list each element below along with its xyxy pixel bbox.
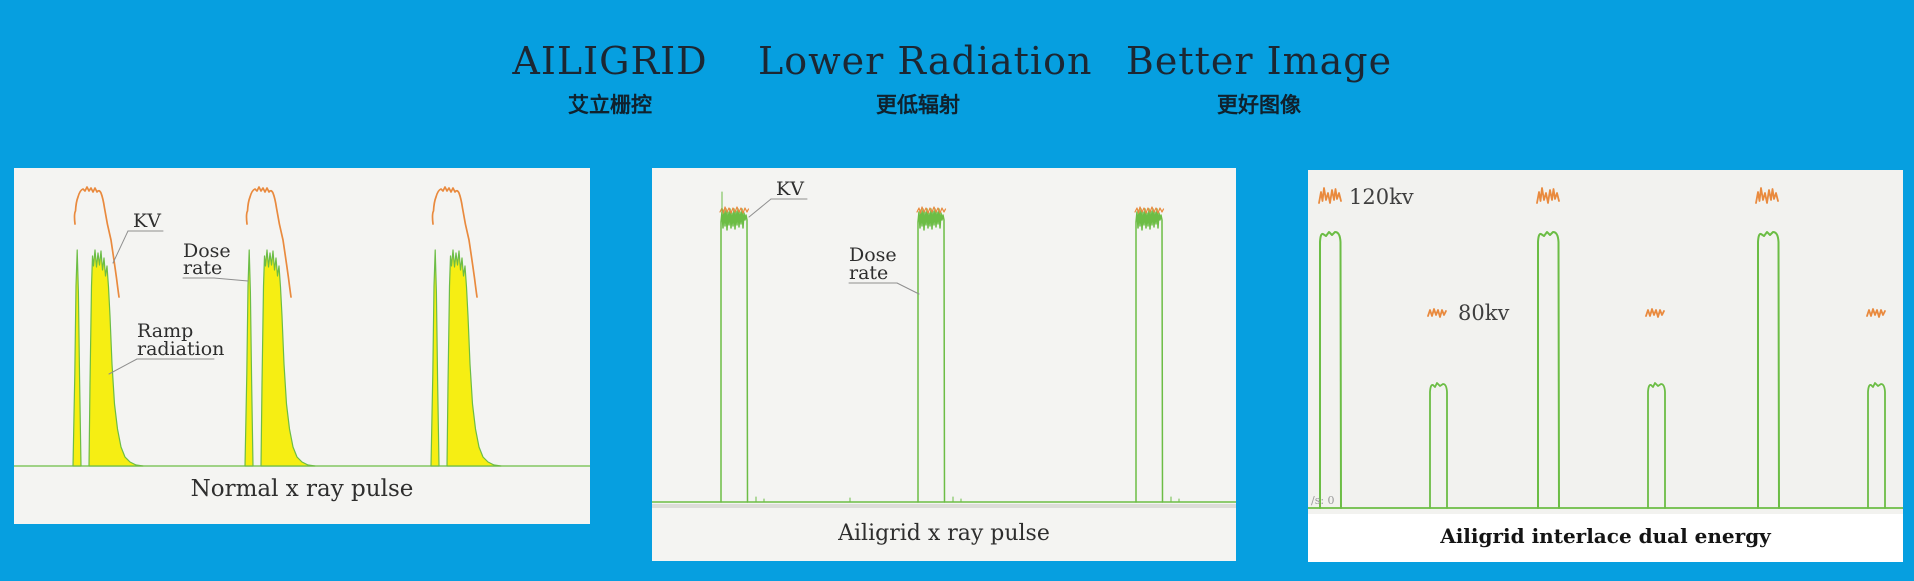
- label-80kv: 80kv: [1458, 301, 1509, 325]
- ramp-radiation-leader-line: [108, 358, 138, 375]
- dose-rate-label-2: rate: [849, 262, 888, 284]
- dose-rate-leader-line: [896, 282, 920, 295]
- pulse-80kv: [1429, 382, 1448, 509]
- header-item-lower-radiation: Lower Radiation 更低辐射: [758, 38, 1093, 117]
- dose-rate-pulse: [1135, 208, 1164, 503]
- ramp-radiation-label: Ramp: [137, 320, 193, 342]
- ramp-radiation-label-2: radiation: [137, 338, 224, 360]
- panel-ailigrid-xray-pulse: KV Dose rate Ailigrid x ray pulse: [652, 168, 1236, 561]
- pulse-120kv: [1757, 231, 1780, 509]
- kv-noise-80kv: [1866, 308, 1886, 318]
- dose-pre-spike: [72, 249, 82, 467]
- title-lower-radiation: Lower Radiation: [758, 39, 1093, 83]
- subtitle-lower-radiation-zh: 更低辐射: [876, 93, 960, 117]
- caption-ailigrid-pulse: Ailigrid x ray pulse: [838, 521, 1050, 546]
- pulse-120kv: [1537, 231, 1560, 509]
- kv-ripple-cap: [916, 206, 947, 214]
- kv-curve: [245, 186, 292, 298]
- kv-leader-line: [748, 198, 772, 218]
- pulse-80kv: [1647, 382, 1666, 509]
- pulse-120kv: [1319, 231, 1342, 509]
- kv-leader-line: [112, 230, 129, 264]
- header-item-better-image: Better Image 更好图像: [1097, 38, 1421, 117]
- dose-rate-label: Dose: [183, 240, 231, 262]
- ramp-radiation-area: [260, 249, 316, 467]
- kv-ripple-cap: [719, 206, 750, 214]
- header-item-ailigrid: AILIGRID 艾立栅控: [450, 38, 770, 117]
- baseline-shadow: [652, 504, 1236, 508]
- kv-curve: [431, 186, 478, 298]
- dose-rate-label: Dose: [849, 244, 897, 266]
- caption-dual-energy: Ailigrid interlace dual energy: [1440, 524, 1771, 548]
- subtitle-ailigrid-zh: 艾立栅控: [568, 93, 652, 117]
- kv-noise-80kv: [1645, 308, 1665, 318]
- title-ailigrid: AILIGRID: [512, 39, 708, 83]
- kv-label: KV: [776, 178, 804, 200]
- kv-noise-120kv: [1536, 187, 1560, 204]
- scale-readout: /s: 0: [1311, 494, 1335, 507]
- dose-pre-spike: [430, 249, 440, 467]
- kv-noise-120kv: [1318, 187, 1342, 204]
- kv-ripple-cap: [1134, 206, 1165, 214]
- subtitle-better-image-zh: 更好图像: [1217, 93, 1301, 117]
- kv-noise-80kv: [1427, 308, 1447, 318]
- title-better-image: Better Image: [1125, 39, 1393, 83]
- label-120kv: 120kv: [1349, 185, 1414, 209]
- dose-rate-label-2: rate: [183, 257, 222, 279]
- dual-energy-waveform: 120kv 80kv/s: 0: [1308, 185, 1903, 509]
- ramp-radiation-area: [88, 249, 144, 467]
- dose-rate-pulse: [917, 208, 946, 503]
- kv-label: KV: [133, 210, 161, 232]
- kv-noise-120kv: [1755, 187, 1779, 204]
- panel-dual-energy: 120kv 80kv/s: 0 Ailigrid interlace dual e…: [1308, 170, 1903, 562]
- pulse-80kv: [1867, 382, 1886, 509]
- dose-rate-pulse: [720, 208, 749, 503]
- caption-bar: Ailigrid interlace dual energy: [1308, 514, 1903, 562]
- kv-curve: [73, 186, 120, 298]
- dose-pre-spike: [244, 249, 254, 467]
- dose-rate-leader-line: [213, 277, 249, 282]
- panel-normal-xray-pulse: KV Dose rate Ramp radiation Normal x ray pul…: [14, 168, 590, 524]
- caption-normal-pulse: Normal x ray pulse: [190, 476, 414, 502]
- ramp-radiation-area: [446, 249, 502, 467]
